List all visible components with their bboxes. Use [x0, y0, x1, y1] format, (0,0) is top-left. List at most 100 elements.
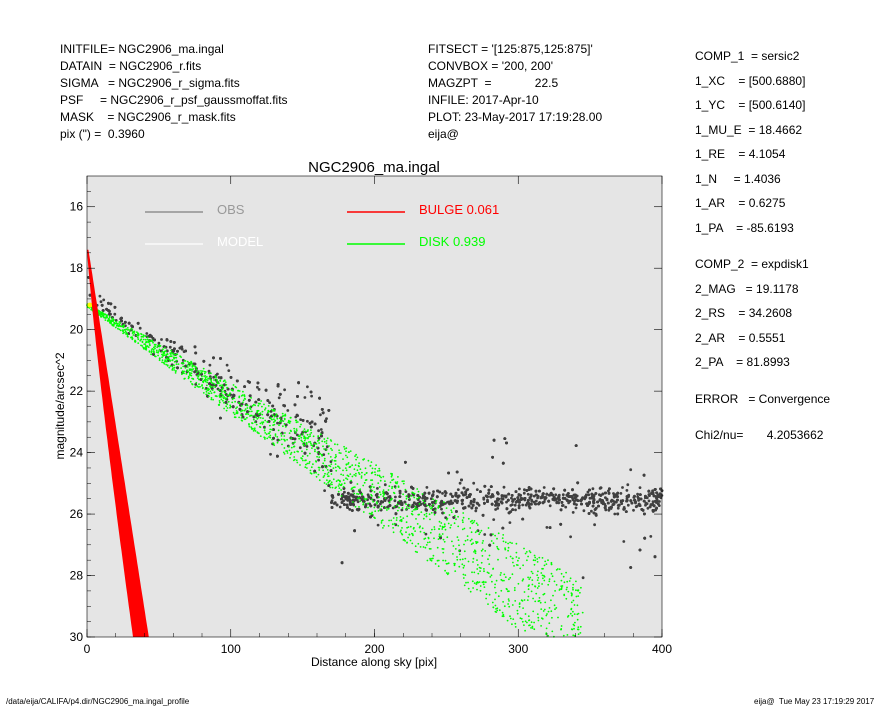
header-left-line: MASK = NGC2906_r_mask.fits — [60, 110, 236, 124]
disk-point — [500, 589, 503, 592]
disk-point — [430, 507, 432, 510]
disk-point — [297, 450, 299, 453]
obs-point — [212, 375, 216, 379]
disk-point — [487, 527, 490, 529]
disk-point — [118, 328, 121, 331]
disk-point — [392, 527, 394, 529]
obs-point — [548, 526, 552, 529]
disk-point — [477, 572, 480, 575]
obs-point — [313, 422, 317, 426]
y-tick-label: 26 — [70, 507, 84, 521]
obs-point — [353, 529, 356, 533]
disk-point — [370, 493, 372, 496]
disk-point — [470, 543, 473, 546]
disk-point — [259, 422, 262, 425]
disk-point — [229, 404, 232, 407]
disk-point — [565, 597, 568, 600]
disk-point — [286, 438, 288, 441]
obs-point — [387, 499, 391, 503]
disk-point — [290, 437, 293, 440]
disk-point — [395, 517, 398, 519]
obs-point — [232, 393, 236, 397]
disk-point — [522, 578, 525, 581]
obs-point — [376, 504, 380, 508]
disk-point — [388, 519, 390, 522]
disk-point — [537, 619, 540, 622]
obs-point — [527, 488, 531, 491]
disk-point — [106, 316, 108, 319]
obs-point — [308, 421, 312, 425]
disk-point — [107, 319, 110, 322]
disk-point — [188, 362, 191, 365]
disk-point — [572, 610, 574, 613]
obs-point — [655, 491, 659, 495]
disk-point — [458, 553, 461, 556]
obs-point — [338, 505, 342, 509]
obs-point — [276, 421, 279, 425]
disk-point — [462, 573, 465, 576]
disk-point — [204, 379, 206, 382]
disk-point — [173, 369, 176, 371]
disk-point — [410, 495, 413, 497]
obs-point — [651, 509, 655, 513]
obs-point — [611, 499, 614, 503]
disk-point — [163, 346, 166, 349]
disk-point — [310, 442, 312, 445]
disk-point — [288, 446, 290, 448]
disk-point — [401, 480, 404, 483]
disk-point — [147, 341, 150, 344]
disk-point — [442, 538, 445, 541]
disk-point — [524, 620, 527, 623]
disk-point — [531, 572, 534, 575]
disk-point — [266, 420, 269, 423]
disk-point — [142, 334, 145, 337]
disk-point — [573, 634, 576, 637]
disk-point — [338, 487, 341, 489]
obs-point — [317, 452, 321, 456]
disk-point — [370, 485, 373, 488]
disk-point — [494, 583, 496, 586]
disk-point — [367, 502, 369, 505]
disk-point — [281, 412, 284, 415]
disk-point — [256, 418, 259, 420]
disk-point — [566, 616, 569, 618]
disk-point — [357, 489, 360, 491]
disk-point — [208, 372, 211, 375]
obs-point — [543, 496, 547, 500]
obs-point — [447, 471, 450, 475]
disk-point — [453, 522, 456, 525]
disk-point — [423, 531, 426, 534]
obs-point — [335, 503, 339, 507]
obs-point — [559, 508, 563, 512]
disk-point — [326, 437, 329, 440]
disk-point — [530, 621, 533, 624]
obs-point — [192, 362, 196, 366]
disk-point — [163, 350, 166, 353]
disk-point — [550, 599, 552, 602]
disk-point — [576, 589, 579, 592]
obs-point — [429, 497, 433, 501]
disk-point — [472, 557, 475, 560]
disk-point — [413, 526, 415, 529]
disk-point — [326, 479, 328, 482]
disk-point — [399, 519, 402, 522]
obs-point — [243, 385, 247, 388]
obs-point — [542, 486, 546, 489]
disk-point — [302, 459, 304, 462]
obs-point — [439, 536, 442, 540]
disk-point — [315, 443, 318, 445]
disk-point — [275, 414, 277, 417]
disk-point — [535, 592, 538, 595]
obs-point — [545, 492, 549, 496]
disk-point — [154, 345, 157, 348]
disk-point — [543, 579, 546, 582]
disk-point — [206, 381, 209, 384]
disk-point — [264, 419, 267, 422]
disk-point — [388, 485, 391, 487]
disk-point — [439, 525, 442, 527]
disk-point — [169, 365, 172, 367]
disk-point — [378, 491, 381, 493]
disk-point — [368, 512, 371, 515]
legend-label-bulge: BULGE 0.061 — [419, 202, 499, 217]
disk-point — [249, 408, 252, 410]
